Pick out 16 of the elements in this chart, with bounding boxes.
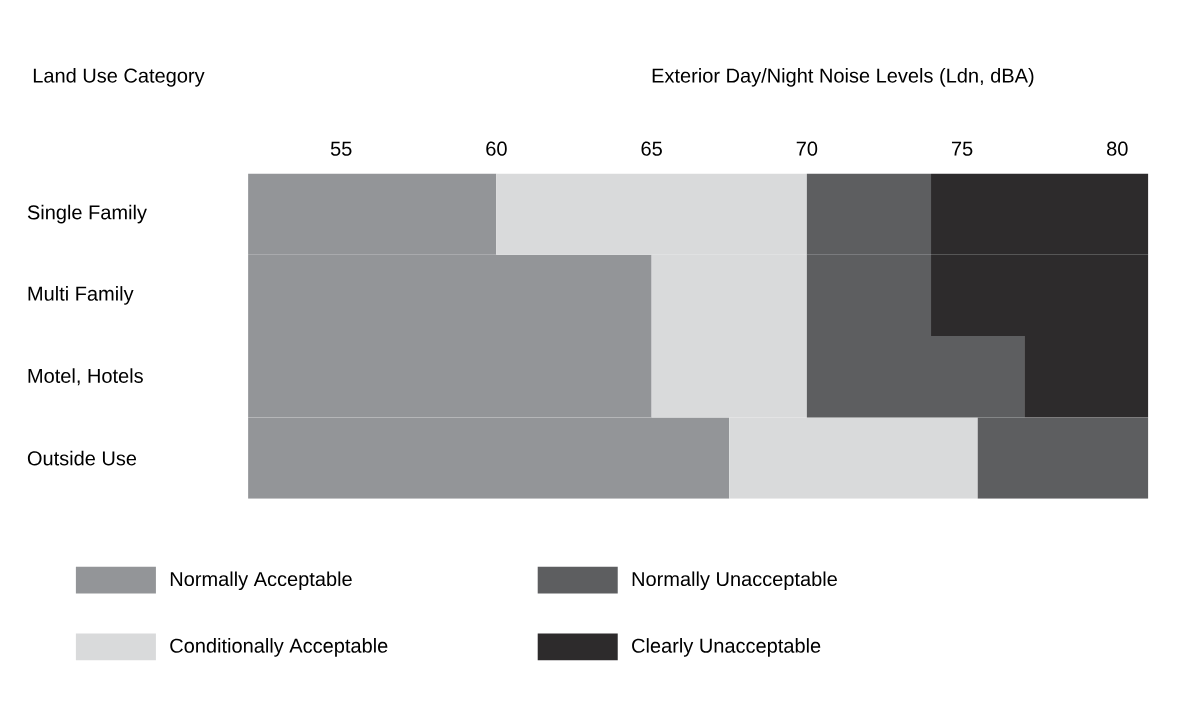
x-tick-label: 55 xyxy=(330,142,352,157)
y-tick-label: Multi Family xyxy=(28,286,134,305)
x-tick-label: 65 xyxy=(641,141,662,157)
y-tick-label: Outside Use xyxy=(27,451,137,466)
y-axis-title: Land Use Category xyxy=(33,68,205,87)
legend-label: Conditionally Acceptable xyxy=(170,638,388,657)
x-axis-title: Exterior Day/Night Noise Levels (Ldn, dBA) xyxy=(652,68,1034,87)
x-tick-label: 70 xyxy=(796,141,818,157)
x-tick-label: 80 xyxy=(1107,141,1128,157)
legend-label: Clearly Unacceptable xyxy=(632,638,821,657)
y-tick-label: Single Family xyxy=(27,204,147,224)
legend-label: Normally Unacceptable xyxy=(632,571,837,591)
legend-label: Normally Acceptable xyxy=(170,571,352,591)
x-tick-label: 75 xyxy=(951,142,973,157)
x-tick-label: 60 xyxy=(486,141,507,157)
y-tick-label: Motel, Hotels xyxy=(28,368,143,386)
